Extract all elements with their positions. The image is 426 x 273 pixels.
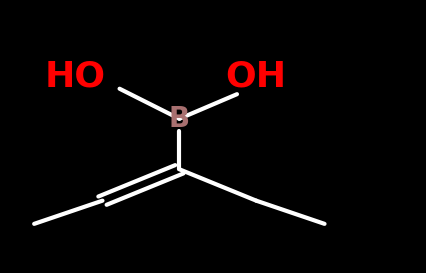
Text: B: B: [168, 105, 190, 133]
Text: HO: HO: [44, 60, 105, 93]
Text: OH: OH: [225, 60, 286, 93]
